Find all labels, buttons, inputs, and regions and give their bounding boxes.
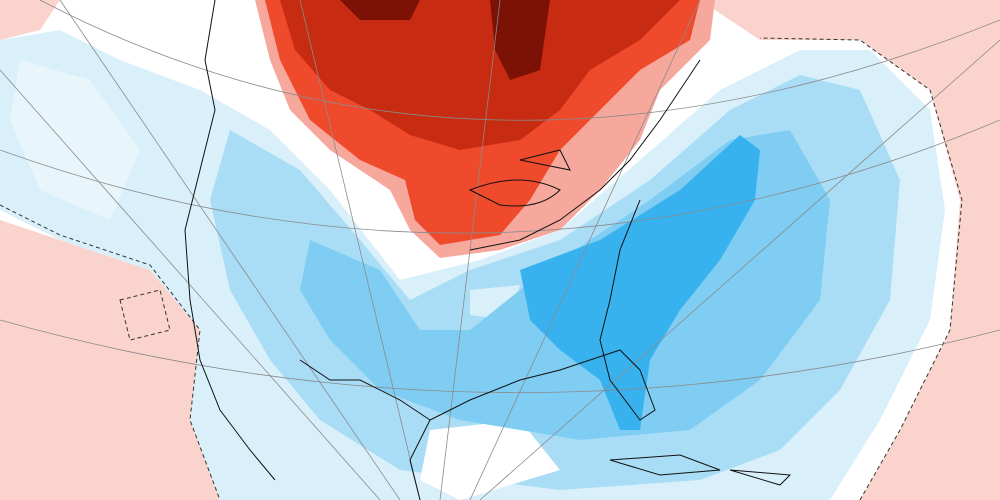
warm-anomaly-southwest xyxy=(0,220,220,500)
neutral-patch-gulf xyxy=(420,420,560,500)
zero-contour xyxy=(759,37,963,500)
longitude-line xyxy=(59,0,401,500)
lakes xyxy=(468,149,571,207)
latitude-line xyxy=(0,319,1000,393)
longitude-line xyxy=(0,69,381,500)
latitude-line xyxy=(39,0,1000,121)
coastline-northeast xyxy=(469,59,701,251)
warm-anomaly-strong xyxy=(280,0,680,150)
latitude-line xyxy=(0,119,1000,234)
coastline-west xyxy=(184,0,276,481)
cool-anomaly-faint xyxy=(10,60,140,220)
warm-anomaly-east xyxy=(700,0,1000,500)
border xyxy=(299,359,431,421)
longitude-line xyxy=(469,0,701,500)
islands xyxy=(609,454,792,486)
longitude-line xyxy=(479,39,1000,500)
warm-anomaly-northwest xyxy=(0,0,60,40)
coastline-southeast xyxy=(409,199,656,500)
cool-anomaly-max xyxy=(520,135,760,430)
longitude-line xyxy=(299,0,421,500)
